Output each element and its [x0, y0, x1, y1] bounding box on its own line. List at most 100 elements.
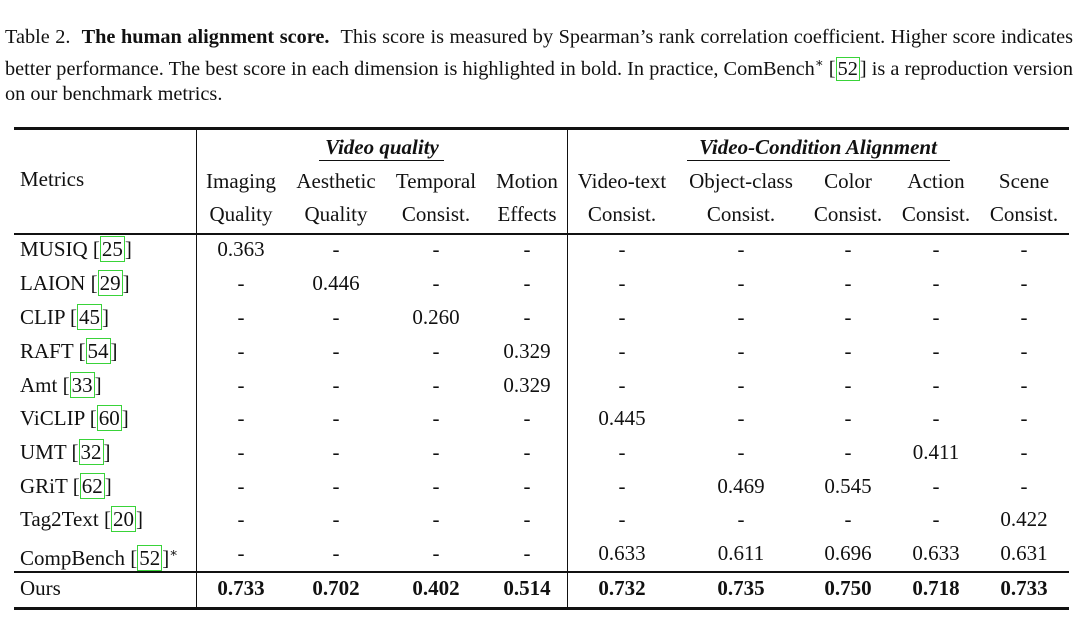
- metrics-column-header: Metrics: [20, 167, 85, 191]
- metric-citation-link[interactable]: 52: [137, 545, 163, 571]
- table-cell: -: [844, 237, 852, 261]
- table-cell: -: [432, 373, 440, 397]
- column-separator-0: [196, 129, 198, 607]
- best-score-cell: 0.733: [1000, 576, 1048, 600]
- table-cell: -: [432, 440, 440, 464]
- table-cell: -: [332, 541, 340, 565]
- citation-bracket: ]: [103, 440, 111, 464]
- citation-bracket: ]: [104, 474, 112, 498]
- table-cell: -: [844, 373, 852, 397]
- caption-citation-link[interactable]: 52: [835, 57, 860, 81]
- citation-bracket: ]: [124, 237, 132, 261]
- column-header-line2: Quality: [209, 202, 273, 226]
- table-rule-0: [14, 127, 1069, 130]
- table-cell: 0.469: [717, 474, 765, 498]
- table-cell: -: [432, 474, 440, 498]
- table-cell: -: [432, 271, 440, 295]
- table-cell: -: [737, 373, 745, 397]
- column-header-line1: Motion: [496, 169, 558, 193]
- table-cell: -: [432, 507, 440, 531]
- column-header-line1: Object-class: [689, 169, 793, 193]
- table-cell: 0.611: [717, 541, 765, 565]
- table-cell: 0.446: [312, 271, 360, 295]
- table-cell: -: [1020, 237, 1028, 261]
- column-header-line1: Action: [907, 169, 965, 193]
- metric-name: Tag2Text [: [20, 507, 111, 531]
- table-cell: -: [1020, 440, 1028, 464]
- caption-body-2: is a reproduction version on our benchma…: [5, 58, 1073, 105]
- table-cell: -: [932, 474, 940, 498]
- table-cell: -: [932, 237, 940, 261]
- table-cell: -: [932, 271, 940, 295]
- table-cell: -: [432, 237, 440, 261]
- metric-citation-link[interactable]: 32: [78, 439, 104, 465]
- citation-bracket: ]: [122, 271, 130, 295]
- table-cell: -: [432, 406, 440, 430]
- metric-name: CLIP [: [20, 305, 77, 329]
- table-cell: -: [523, 406, 531, 430]
- metric-citation-link[interactable]: 54: [85, 338, 111, 364]
- table-cell: -: [432, 339, 440, 363]
- caption-title: The human alignment score.: [81, 26, 330, 48]
- table-cell: 0.422: [1000, 507, 1048, 531]
- column-header-line2: Consist.: [813, 202, 883, 226]
- table-cell: 0.363: [217, 237, 265, 261]
- metric-citation-link[interactable]: 60: [96, 405, 122, 431]
- row-metric-name: RAFT [54]: [20, 338, 118, 364]
- column-header-line2: Consist.: [587, 202, 657, 226]
- citation-bracket: ]: [162, 546, 170, 570]
- table-cell: -: [237, 507, 245, 531]
- column-header-line1: Video-text: [577, 169, 667, 193]
- metric-citation-link[interactable]: 62: [79, 473, 105, 499]
- table-cell: -: [932, 406, 940, 430]
- table-cell: -: [844, 339, 852, 363]
- table-cell: -: [332, 237, 340, 261]
- reproduction-star: ∗: [169, 545, 179, 560]
- citation-bracket: ]: [135, 507, 143, 531]
- column-header-line1: Aesthetic: [296, 169, 376, 193]
- table-cell: -: [932, 305, 940, 329]
- table-cell: -: [237, 406, 245, 430]
- caption-lead: Table 2.: [5, 26, 71, 48]
- caption-star: ∗: [814, 55, 824, 70]
- table-cell: -: [523, 237, 531, 261]
- table-cell: -: [237, 541, 245, 565]
- row-metric-name: Amt [33]: [20, 372, 102, 398]
- table-cell: 0.545: [824, 474, 872, 498]
- best-score-cell: 0.702: [312, 576, 360, 600]
- metric-citation-link[interactable]: 29: [97, 270, 123, 296]
- metric-citation-link[interactable]: 45: [76, 304, 102, 330]
- table-cell: 0.411: [912, 440, 960, 464]
- row-metric-name: CLIP [45]: [20, 304, 109, 330]
- table-cell: 0.631: [1000, 541, 1048, 565]
- column-header-line1: Color: [824, 169, 872, 193]
- metric-citation-link[interactable]: 25: [99, 236, 125, 262]
- column-header-line2: Consist.: [901, 202, 971, 226]
- table-cell: -: [332, 507, 340, 531]
- metric-citation-link[interactable]: 20: [110, 506, 136, 532]
- caption-body-1: This score is measured by Spearman’s ran…: [5, 26, 1073, 80]
- table-cell: -: [932, 339, 940, 363]
- table-cell: -: [737, 237, 745, 261]
- best-score-cell: 0.402: [412, 576, 460, 600]
- ours-row-name: Ours: [20, 576, 61, 600]
- table-cell: -: [844, 271, 852, 295]
- column-header-line1: Scene: [998, 169, 1050, 193]
- table-cell: -: [1020, 339, 1028, 363]
- best-score-cell: 0.735: [717, 576, 765, 600]
- table-cell: -: [237, 440, 245, 464]
- citation-bracket: ]: [94, 373, 102, 397]
- row-metric-name: LAION [29]: [20, 270, 130, 296]
- table-cell: -: [523, 541, 531, 565]
- group-header-video-quality: Video quality: [325, 135, 439, 159]
- table-cell: -: [844, 440, 852, 464]
- table-cell: -: [618, 474, 626, 498]
- metric-citation-link[interactable]: 33: [69, 372, 95, 398]
- table-cell: -: [932, 507, 940, 531]
- table-cell: 0.260: [412, 305, 460, 329]
- table-cell: -: [332, 373, 340, 397]
- table-cell: -: [1020, 373, 1028, 397]
- table-cell: -: [523, 271, 531, 295]
- metric-name: LAION [: [20, 271, 98, 295]
- best-score-cell: 0.750: [824, 576, 872, 600]
